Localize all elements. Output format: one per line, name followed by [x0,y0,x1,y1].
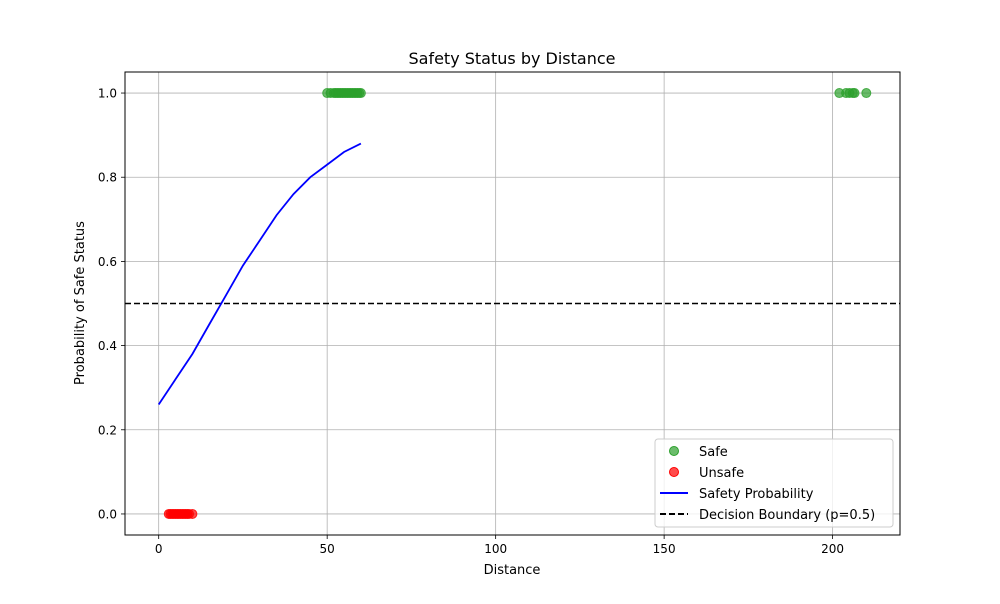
line-layer [157,142,362,405]
x-axis-label: Distance [484,563,541,578]
tick-layer: 0 50 100 150 200 0.0 0.2 0.4 0.6 0.8 1.0 [98,87,844,556]
y-tick-label: 0.0 [98,507,117,521]
safe-point [861,88,872,99]
x-tick-label: 200 [821,542,844,556]
x-tick-label: 50 [320,542,335,556]
legend-box [654,438,894,528]
legend-marker-safe [669,446,679,456]
y-tick-label: 0.2 [98,423,117,437]
legend-label-boundary: Decision Boundary (p=0.5) [699,508,875,523]
legend-label-safe: Safe [699,445,728,460]
point-layer [163,88,872,519]
x-tick-label: 0 [155,542,163,556]
safe-point [849,88,860,99]
y-axis-label: Probability of Safe Status [73,221,88,385]
plot-frame [124,71,901,536]
y-tick-label: 0.4 [98,339,117,353]
legend-label-unsafe: Unsafe [699,466,744,481]
x-tick-label: 100 [484,542,507,556]
x-tick-label: 150 [653,542,676,556]
legend-label-probability: Safety Probability [699,487,814,502]
y-tick-label: 0.8 [98,171,117,185]
legend-marker-unsafe [669,467,679,477]
legend: Safe Unsafe Safety Probability Decision … [654,438,894,528]
safety-probability-line [157,142,362,405]
y-tick-label: 1.0 [98,87,117,101]
unsafe-point [187,508,198,519]
y-tick-label: 0.6 [98,255,117,269]
chart-title: Safety Status by Distance [408,49,615,68]
safe-point [355,88,366,99]
